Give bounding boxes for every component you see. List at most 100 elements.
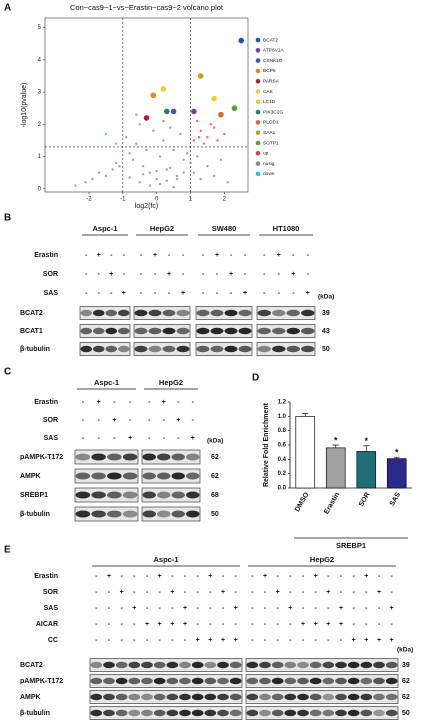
- x-tick-label: 2: [223, 197, 227, 203]
- blot-frame: [133, 306, 191, 320]
- data-point: [104, 132, 108, 136]
- treatment-sign: -: [251, 637, 254, 644]
- blot-band: [162, 327, 176, 335]
- x-tick-label: DMSO: [294, 491, 311, 513]
- treatment-sign: -: [158, 605, 161, 612]
- data-point: [172, 148, 175, 152]
- band-kda: 62: [402, 678, 410, 685]
- treatment-sign: -: [182, 271, 185, 278]
- treatment-sign: +: [377, 637, 381, 644]
- treatment-sign: +: [288, 605, 292, 612]
- data-point: [158, 182, 162, 186]
- treatment-sign: -: [365, 589, 368, 596]
- blot-band: [284, 693, 297, 701]
- group-label: HepG2: [159, 378, 183, 387]
- data-point: [179, 132, 182, 136]
- data-point: [202, 142, 206, 145]
- treatment-sign: -: [327, 637, 330, 644]
- group-label: Aspc-1: [153, 555, 178, 564]
- blot-band: [176, 309, 190, 317]
- blot-band: [286, 327, 300, 335]
- treatment-sign: -: [177, 399, 180, 406]
- treatment-sign: -: [378, 621, 381, 628]
- treatment-sign: -: [378, 605, 381, 612]
- blot-frame: [195, 324, 253, 338]
- blot-band: [204, 661, 217, 669]
- x-tick-label: SAS: [389, 491, 402, 507]
- legend-marker: [255, 171, 261, 177]
- data-point: [158, 155, 162, 158]
- treatment-sign: -: [264, 589, 267, 596]
- blot-band: [284, 661, 297, 669]
- treatment-label: Erastin: [34, 573, 58, 580]
- treatment-sign: -: [110, 252, 113, 259]
- treatment-sign: -: [222, 621, 225, 628]
- treatment-sign: -: [390, 589, 393, 596]
- blot-band: [224, 327, 238, 335]
- plot-frame: [44, 17, 249, 193]
- treatment-sign: -: [264, 621, 267, 628]
- treatment-sign: -: [82, 417, 85, 424]
- treatment-sign: -: [263, 252, 266, 259]
- legend-marker: [255, 48, 261, 53]
- blot-band: [217, 709, 229, 717]
- blot-frame: [74, 468, 139, 484]
- error-bar: [332, 444, 339, 448]
- blot-frame: [74, 506, 139, 522]
- data-point: [238, 37, 245, 44]
- blot-band: [322, 693, 335, 701]
- data-point: [128, 176, 131, 179]
- blot-band: [257, 309, 271, 317]
- treatment-sign: +: [221, 637, 225, 644]
- treatment-sign: -: [209, 621, 212, 628]
- data-point: [160, 86, 167, 92]
- blot-band: [186, 491, 200, 499]
- blot-band: [157, 472, 171, 480]
- treatment-sign: -: [216, 290, 219, 297]
- treatment-sign: -: [196, 589, 199, 596]
- treatment-sign: +: [390, 637, 394, 644]
- blot-band: [122, 453, 138, 461]
- data-point: [164, 108, 170, 115]
- treatment-sign: -: [192, 417, 195, 424]
- blot-band: [118, 309, 130, 317]
- treatment-sign: -: [276, 573, 279, 580]
- treatment-sign: -: [163, 435, 166, 442]
- blot-band: [297, 709, 309, 717]
- panel-label: A: [4, 3, 11, 14]
- data-point: [148, 184, 152, 187]
- band-kda: 43: [322, 328, 330, 335]
- panel-label: E: [4, 545, 11, 556]
- blot-band: [118, 345, 130, 353]
- legend-marker: [255, 89, 261, 94]
- blot-band: [142, 472, 156, 480]
- blot-band: [107, 491, 122, 499]
- treatment-sign: +: [107, 573, 111, 580]
- treatment-sign: +: [170, 589, 174, 596]
- blot-band: [322, 661, 335, 669]
- blot-band: [162, 345, 176, 353]
- group-label: Aspc-1: [94, 378, 119, 387]
- treatment-sign: -: [230, 290, 233, 297]
- data-point: [216, 139, 219, 142]
- treatment-sign: +: [314, 621, 318, 628]
- y-tick-label: 3: [38, 90, 42, 96]
- band-label: pAMPK-T172: [20, 678, 63, 685]
- blot-frame: [89, 690, 243, 704]
- data-point: [212, 126, 216, 129]
- bar: [356, 451, 377, 489]
- treatment-sign: -: [251, 573, 254, 580]
- legend-label: CAK: [263, 89, 274, 95]
- treatment-sign: -: [307, 271, 310, 278]
- data-point: [111, 168, 114, 171]
- legend-marker: [255, 78, 261, 84]
- blot-frame: [256, 324, 316, 338]
- treatment-sign: -: [292, 290, 295, 297]
- treatment-sign: +: [208, 573, 212, 580]
- treatment-sign: -: [82, 435, 85, 442]
- blot-band: [115, 709, 128, 717]
- treatment-sign: -: [97, 435, 100, 442]
- data-point: [84, 181, 87, 184]
- treatment-sign: -: [352, 589, 355, 596]
- treatment-sign: -: [95, 605, 98, 612]
